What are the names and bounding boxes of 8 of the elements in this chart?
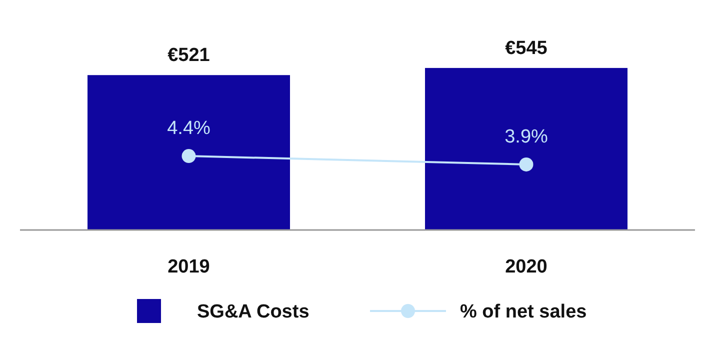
data-label: 3.9% (504, 126, 548, 148)
legend-label: SG&A Costs (197, 302, 310, 323)
x-tick-label: 2020 (505, 256, 548, 278)
data-label: 4.4% (167, 118, 211, 140)
data-label: €545 (505, 38, 548, 59)
data-label: €521 (168, 45, 210, 66)
x-tick-label: 2019 (168, 256, 210, 278)
legend-label: % of net sales (460, 302, 587, 323)
